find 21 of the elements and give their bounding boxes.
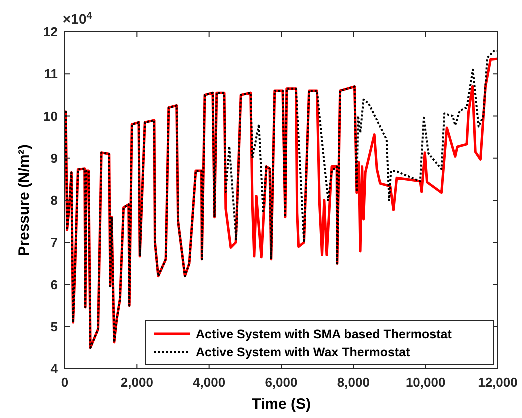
y-tick-label: 12 [44, 24, 58, 40]
y-tick-label: 6 [50, 277, 58, 292]
x-tick-label: 10,000 [406, 375, 446, 390]
x-axis-title: Time (S) [252, 396, 311, 413]
x-tick-label: 12,000 [478, 375, 518, 390]
y-tick-label: 5 [50, 319, 58, 334]
y-tick-label: 10 [44, 108, 58, 124]
x-tick-label: 4,000 [193, 375, 226, 390]
y-tick-label: 11 [44, 66, 58, 82]
x-tick-label: 8,000 [337, 375, 370, 390]
y-tick-label: 9 [50, 150, 58, 166]
x-tick-label: 0 [61, 375, 69, 390]
legend-label: Active System with Wax Thermostat [196, 345, 412, 360]
x-tick-label: 2,000 [120, 375, 154, 390]
y-tick-label: 7 [50, 235, 58, 250]
legend-label: Active System with SMA based Thermostat [196, 327, 453, 342]
x-tick-label: 6,000 [265, 375, 298, 390]
text: ×10$^{4}$ [63, 10, 93, 27]
y-tick-label: 4 [50, 362, 59, 377]
y-tick-label: 8 [50, 193, 58, 208]
y-axis-title: Pressure (N/m²) [16, 144, 33, 256]
